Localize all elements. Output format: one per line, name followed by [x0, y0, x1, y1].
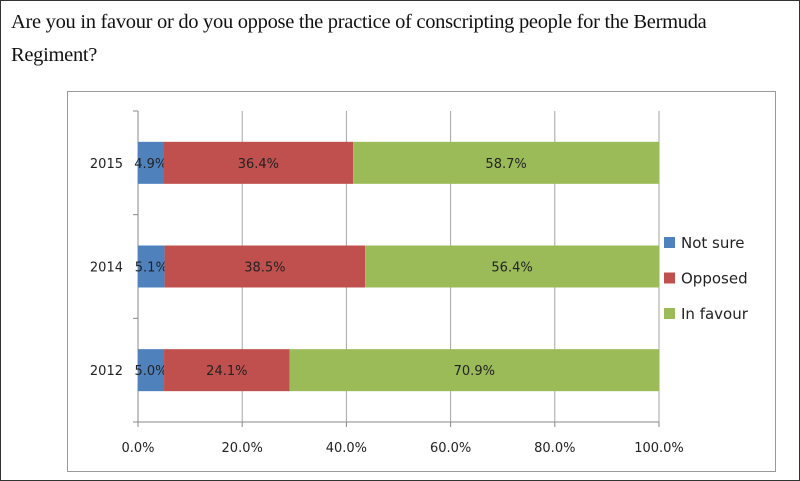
y-tick-label: 2012: [90, 364, 123, 379]
bar-opposed: [164, 349, 290, 392]
legend-label: Opposed: [681, 270, 748, 288]
bar-in-favour: [353, 141, 659, 184]
x-tick-label: 80.0%: [534, 441, 575, 456]
data-label: 5.1%: [135, 261, 168, 276]
bar-not-sure: [138, 245, 165, 288]
chart-area: [67, 91, 776, 472]
bar-not-sure: [138, 141, 164, 184]
x-tick-label: 40.0%: [326, 441, 367, 456]
y-tick-label: 2015: [90, 157, 123, 172]
legend-swatch: [664, 272, 675, 284]
legend-label: In favour: [681, 305, 749, 323]
x-tick-label: 100.0%: [634, 441, 684, 456]
x-tick-label: 20.0%: [222, 441, 263, 456]
data-label: 4.9%: [134, 157, 167, 172]
data-label: 24.1%: [206, 364, 247, 379]
x-tick-label: 60.0%: [430, 441, 471, 456]
legend-swatch: [664, 308, 675, 319]
data-label: 36.4%: [238, 157, 279, 172]
bar-opposed: [164, 245, 366, 288]
bar-in-favour: [289, 349, 659, 392]
bar-in-favour: [365, 245, 659, 288]
data-label: 38.5%: [244, 261, 285, 276]
chart-title: Are you in favour or do you oppose the p…: [11, 11, 707, 66]
legend-label: Not sure: [681, 234, 744, 252]
data-label: 5.0%: [135, 364, 168, 379]
bar-opposed: [163, 141, 354, 184]
bar-not-sure: [138, 349, 165, 392]
x-tick-label: 0.0%: [121, 441, 154, 456]
data-label: 58.7%: [485, 157, 526, 172]
data-label: 70.9%: [454, 364, 495, 379]
data-label: 56.4%: [491, 261, 532, 276]
y-tick-label: 2014: [90, 261, 123, 276]
legend-swatch: [664, 237, 675, 248]
